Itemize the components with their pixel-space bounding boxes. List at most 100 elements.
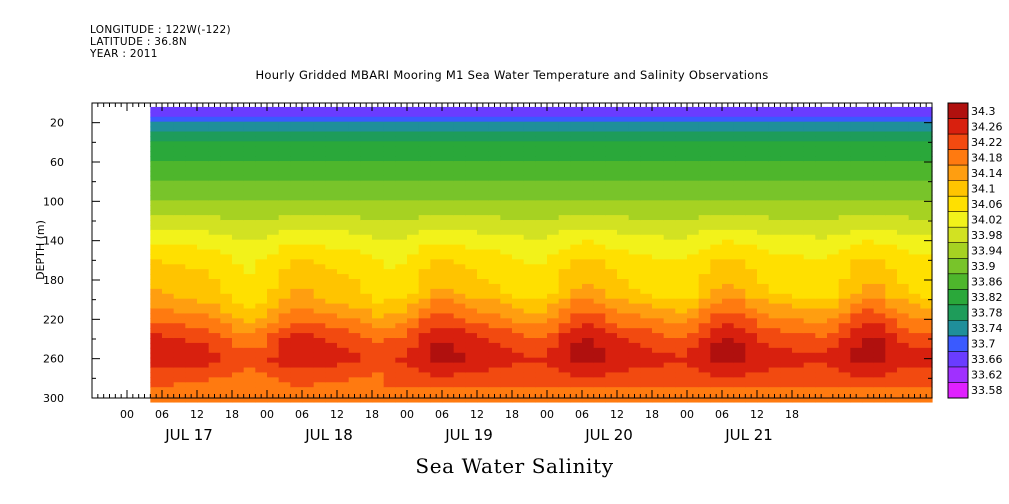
heatmap-cell	[395, 190, 408, 197]
heatmap-cell	[873, 318, 886, 324]
x-hour-label: 06	[435, 408, 449, 421]
chart-title: Hourly Gridded MBARI Mooring M1 Sea Wate…	[255, 68, 769, 82]
heatmap-cell	[745, 338, 758, 344]
heatmap-cell	[885, 185, 898, 192]
heatmap-cell	[255, 377, 268, 383]
heatmap-cell	[173, 116, 186, 123]
heatmap-cell	[243, 274, 256, 280]
heatmap-cell	[582, 313, 595, 319]
heatmap-cell	[477, 303, 490, 310]
heatmap-cell	[325, 347, 338, 354]
heatmap-cell	[348, 229, 361, 236]
heatmap-cell	[500, 185, 513, 192]
heatmap-cell	[325, 269, 338, 275]
heatmap-cell	[500, 293, 513, 300]
heatmap-cell	[500, 323, 513, 329]
heatmap-cell	[873, 111, 886, 118]
heatmap-cell	[348, 259, 361, 265]
heatmap-cell	[185, 347, 198, 354]
heatmap-cell	[267, 126, 280, 133]
heatmap-cell	[488, 352, 501, 359]
colorbar-swatch	[948, 366, 968, 383]
heatmap-cell	[780, 195, 793, 201]
heatmap-cell	[453, 367, 466, 374]
heatmap-cell	[302, 279, 315, 285]
heatmap-cell	[337, 269, 350, 275]
heatmap-cell	[535, 328, 548, 334]
heatmap-cell	[687, 244, 700, 251]
heatmap-cell	[897, 106, 910, 113]
heatmap-cell	[325, 313, 338, 319]
heatmap-cell	[640, 200, 653, 206]
heatmap-cell	[337, 298, 350, 305]
heatmap-cell	[652, 239, 665, 246]
heatmap-cell	[640, 259, 653, 265]
heatmap-cell	[197, 269, 210, 275]
heatmap-cell	[663, 195, 676, 201]
heatmap-cell	[488, 249, 501, 256]
heatmap-cell	[558, 116, 571, 123]
heatmap-cell	[500, 200, 513, 206]
heatmap-cell	[267, 293, 280, 300]
heatmap-cell	[360, 249, 373, 256]
heatmap-cell	[605, 180, 618, 187]
heatmap-cell	[850, 357, 863, 364]
heatmap-cell	[687, 229, 700, 236]
heatmap-cell	[815, 347, 828, 354]
heatmap-cell	[477, 200, 490, 206]
heatmap-cell	[535, 249, 548, 256]
heatmap-cell	[792, 215, 805, 221]
heatmap-cell	[792, 269, 805, 275]
heatmap-cell	[162, 161, 175, 167]
heatmap-cell	[897, 283, 910, 290]
heatmap-cell	[477, 397, 490, 403]
heatmap-cell	[360, 338, 373, 344]
heatmap-cell	[768, 156, 781, 162]
heatmap-cell	[897, 170, 910, 177]
heatmap-cell	[792, 131, 805, 138]
heatmap-cell	[535, 146, 548, 152]
heatmap-cell	[232, 372, 245, 378]
heatmap-cell	[920, 298, 933, 305]
heatmap-cell	[862, 234, 875, 241]
heatmap-cell	[628, 170, 641, 177]
heatmap-cell	[687, 269, 700, 275]
heatmap-cell	[465, 333, 478, 339]
heatmap-cell	[593, 288, 606, 295]
heatmap-cell	[640, 146, 653, 152]
heatmap-cell	[220, 283, 233, 290]
heatmap-cell	[780, 347, 793, 354]
heatmap-cell	[232, 298, 245, 305]
heatmap-cell	[593, 141, 606, 147]
heatmap-cell	[290, 357, 303, 364]
heatmap-cell	[582, 338, 595, 344]
heatmap-cell	[407, 323, 420, 329]
heatmap-cell	[722, 372, 735, 378]
heatmap-cell	[197, 215, 210, 221]
heatmap-cell	[477, 131, 490, 138]
heatmap-cell	[593, 165, 606, 172]
heatmap-cell	[803, 357, 816, 364]
heatmap-cell	[313, 229, 326, 236]
heatmap-cell	[698, 352, 711, 359]
heatmap-cell	[652, 249, 665, 256]
heatmap-cell	[792, 303, 805, 310]
heatmap-cell	[815, 288, 828, 295]
heatmap-cell	[570, 136, 583, 142]
heatmap-cell	[827, 387, 840, 393]
heatmap-cell	[850, 215, 863, 221]
heatmap-cell	[407, 200, 420, 206]
heatmap-cell	[523, 254, 536, 260]
heatmap-cell	[687, 298, 700, 305]
heatmap-cell	[593, 377, 606, 383]
heatmap-cell	[278, 224, 291, 231]
heatmap-cell	[640, 323, 653, 329]
heatmap-cell	[337, 224, 350, 231]
heatmap-cell	[558, 185, 571, 192]
heatmap-cell	[582, 347, 595, 354]
heatmap-cell	[255, 347, 268, 354]
heatmap-cell	[547, 352, 560, 359]
heatmap-cell	[617, 180, 630, 187]
heatmap-cell	[885, 161, 898, 167]
heatmap-cell	[290, 274, 303, 280]
